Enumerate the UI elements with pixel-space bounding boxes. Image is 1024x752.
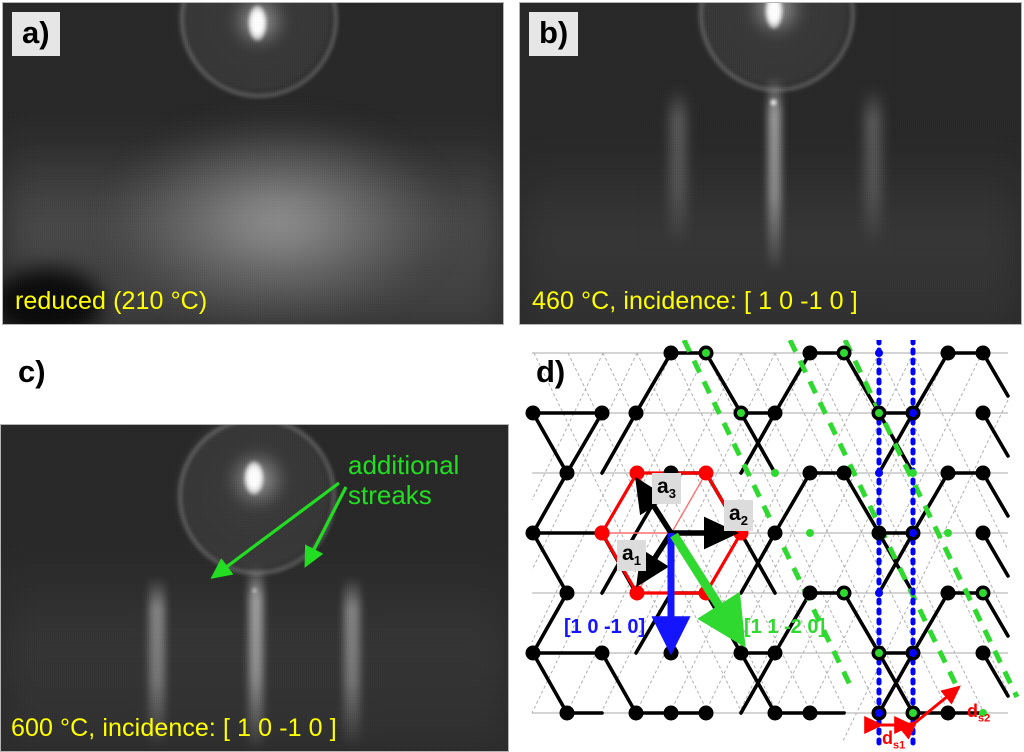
lattice-svg — [525, 340, 1020, 751]
right-side-streak — [865, 87, 881, 247]
panel-c-tag: c) — [18, 354, 46, 389]
a3-vector-arrow — [635, 476, 674, 535]
panel-a-rheed-image: reduced (210 °C) — [2, 2, 504, 325]
panel-b-tag: b) — [529, 12, 579, 56]
blue-row-dots — [875, 349, 917, 717]
blue-direction-label: [1 0 -1 0] — [564, 616, 646, 638]
ds2-measure-arrow — [897, 685, 961, 740]
annotation-line-2: streaks — [348, 480, 432, 510]
panel-d-tag: d) — [536, 354, 566, 389]
specular-spot — [248, 5, 267, 41]
lower-diffuse-halo — [113, 118, 443, 323]
secondary-spot — [770, 99, 777, 106]
basis-vectors — [635, 476, 739, 588]
panel-c-rheed-image: additional streaks 600 °C, incidence: [ … — [0, 424, 509, 752]
central-streak — [249, 565, 263, 750]
green-row-dots — [702, 349, 987, 717]
panel-c-caption: 600 °C, incidence: [ 1 0 -1 0 ] — [11, 714, 337, 742]
panel-a-caption: reduced (210 °C) — [15, 287, 208, 315]
panel-a-tag: a) — [12, 12, 60, 56]
green-dashed-lattice-rows — [681, 340, 1020, 699]
specular-spot — [765, 3, 783, 29]
green-direction-label: [1 1 -2 0] — [744, 616, 826, 638]
green-direction-arrow — [670, 532, 746, 648]
annotation-line-1: additional — [348, 450, 460, 480]
specular-spot — [244, 461, 264, 495]
panel-b-rheed-image: 460 °C, incidence: [ 1 0 -1 0 ] — [519, 2, 1022, 325]
secondary-spot — [252, 588, 257, 593]
left-additional-streak — [149, 577, 165, 747]
ds1-spacing-label: ds1 — [882, 728, 906, 752]
right-additional-streak — [344, 577, 360, 747]
corner-shadow — [3, 268, 103, 324]
ds2-spacing-label: ds2 — [967, 701, 991, 725]
a1-vector-label: a1 — [617, 540, 646, 572]
panel-b-caption: 460 °C, incidence: [ 1 0 -1 0 ] — [532, 287, 858, 315]
central-streak — [768, 77, 781, 272]
a2-vector-label: a2 — [724, 500, 753, 532]
left-side-streak — [670, 87, 686, 247]
panel-d-lattice-model: d) a3 a2 a1 [1 0 -1 0] [1 1 -2 0] ds1 ds… — [512, 340, 1024, 752]
spacing-measure-arrows — [864, 685, 961, 740]
a1-vector-arrow — [636, 531, 674, 588]
a3-vector-label: a3 — [652, 473, 681, 505]
